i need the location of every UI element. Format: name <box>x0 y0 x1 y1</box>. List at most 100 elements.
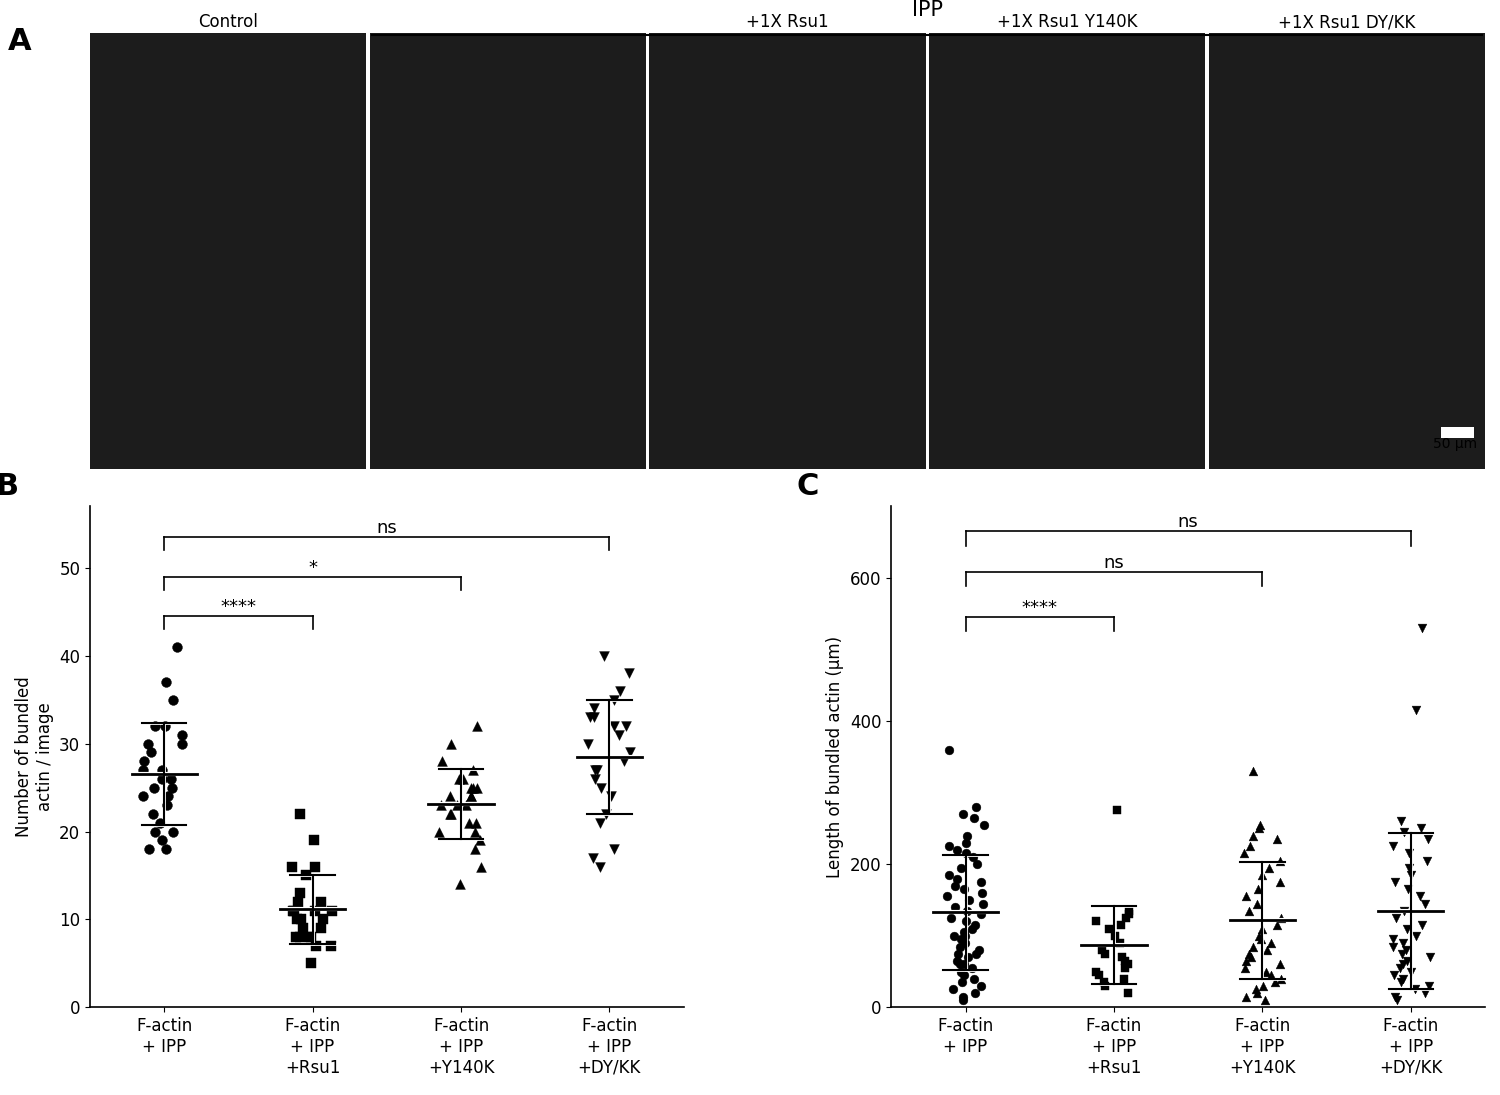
Point <box>1389 945 1413 963</box>
Point <box>952 956 976 973</box>
Text: IPP: IPP <box>912 0 942 20</box>
Point <box>132 752 156 770</box>
Point <box>1088 967 1112 984</box>
Text: A: A <box>8 27 32 56</box>
Point <box>298 929 322 946</box>
Point <box>1106 802 1130 819</box>
Text: ns: ns <box>376 519 398 537</box>
Point <box>938 866 962 884</box>
Point <box>1382 838 1406 855</box>
Point <box>1250 920 1274 937</box>
Point <box>135 735 159 752</box>
Point <box>598 787 622 805</box>
Point <box>464 822 488 840</box>
Point <box>945 952 969 969</box>
Point <box>1238 838 1262 855</box>
Point <box>154 796 178 814</box>
Point <box>1396 844 1420 862</box>
Point <box>136 840 160 857</box>
Point <box>950 858 974 876</box>
Point <box>578 708 602 726</box>
Point <box>576 735 600 752</box>
Point <box>141 805 165 822</box>
Point <box>1102 927 1126 945</box>
Point <box>320 902 344 920</box>
Text: ****: **** <box>220 598 256 616</box>
Point <box>1257 858 1281 876</box>
Point <box>447 770 471 787</box>
Point <box>1392 956 1416 973</box>
Point <box>1245 895 1269 912</box>
Text: *: * <box>308 558 316 577</box>
Point <box>963 917 987 934</box>
Point <box>1118 902 1142 920</box>
Point <box>1269 909 1293 926</box>
Point <box>465 717 489 735</box>
Point <box>1392 823 1416 841</box>
Point <box>946 945 970 963</box>
Text: C: C <box>796 472 819 502</box>
Point <box>1238 902 1262 920</box>
Point <box>159 770 183 787</box>
Point <box>1383 988 1407 1005</box>
Point <box>602 717 625 735</box>
Point <box>1263 973 1287 991</box>
Point <box>1084 963 1108 980</box>
Point <box>1098 920 1122 937</box>
Point <box>1108 934 1132 952</box>
Point <box>1236 945 1260 963</box>
Point <box>1389 973 1413 991</box>
Point <box>462 840 486 857</box>
Text: ns: ns <box>1104 554 1125 572</box>
Point <box>588 779 612 796</box>
Point <box>309 894 333 911</box>
Point <box>1234 952 1258 969</box>
Point <box>142 779 166 796</box>
Point <box>1118 906 1142 923</box>
Point <box>969 977 993 994</box>
Point <box>618 744 642 761</box>
Point <box>1410 619 1434 636</box>
Point <box>309 920 333 937</box>
Point <box>956 902 980 920</box>
Point <box>290 911 314 929</box>
Point <box>153 717 177 735</box>
Point <box>1245 984 1269 1002</box>
Point <box>148 814 172 831</box>
Point <box>1390 934 1414 952</box>
Point <box>1404 927 1428 945</box>
Point <box>448 876 472 894</box>
Point <box>952 927 976 945</box>
Point <box>162 691 186 708</box>
Point <box>1113 952 1137 969</box>
Point <box>1396 858 1420 876</box>
Point <box>156 787 180 805</box>
Point <box>954 844 978 862</box>
Point <box>460 761 484 779</box>
Point <box>1418 948 1442 966</box>
Point <box>303 858 327 876</box>
Point <box>1256 942 1280 959</box>
Point <box>1258 934 1282 952</box>
Point <box>1112 970 1136 988</box>
Title: +1X Rsu1 Y140K: +1X Rsu1 Y140K <box>998 13 1137 32</box>
Point <box>582 849 606 866</box>
Point <box>1234 888 1258 906</box>
Point <box>951 805 975 822</box>
Point <box>1239 948 1263 966</box>
Point <box>452 770 476 787</box>
Point <box>294 867 318 885</box>
Point <box>1413 895 1437 912</box>
Point <box>154 840 178 857</box>
Point <box>142 822 166 840</box>
Point <box>584 770 608 787</box>
Point <box>944 898 968 915</box>
Point <box>1248 931 1272 948</box>
Point <box>1090 942 1114 959</box>
Text: ns: ns <box>1178 514 1198 531</box>
Point <box>1110 948 1134 966</box>
Point <box>300 955 324 972</box>
Point <box>1383 874 1407 891</box>
Point <box>588 858 612 876</box>
Point <box>1268 852 1292 869</box>
